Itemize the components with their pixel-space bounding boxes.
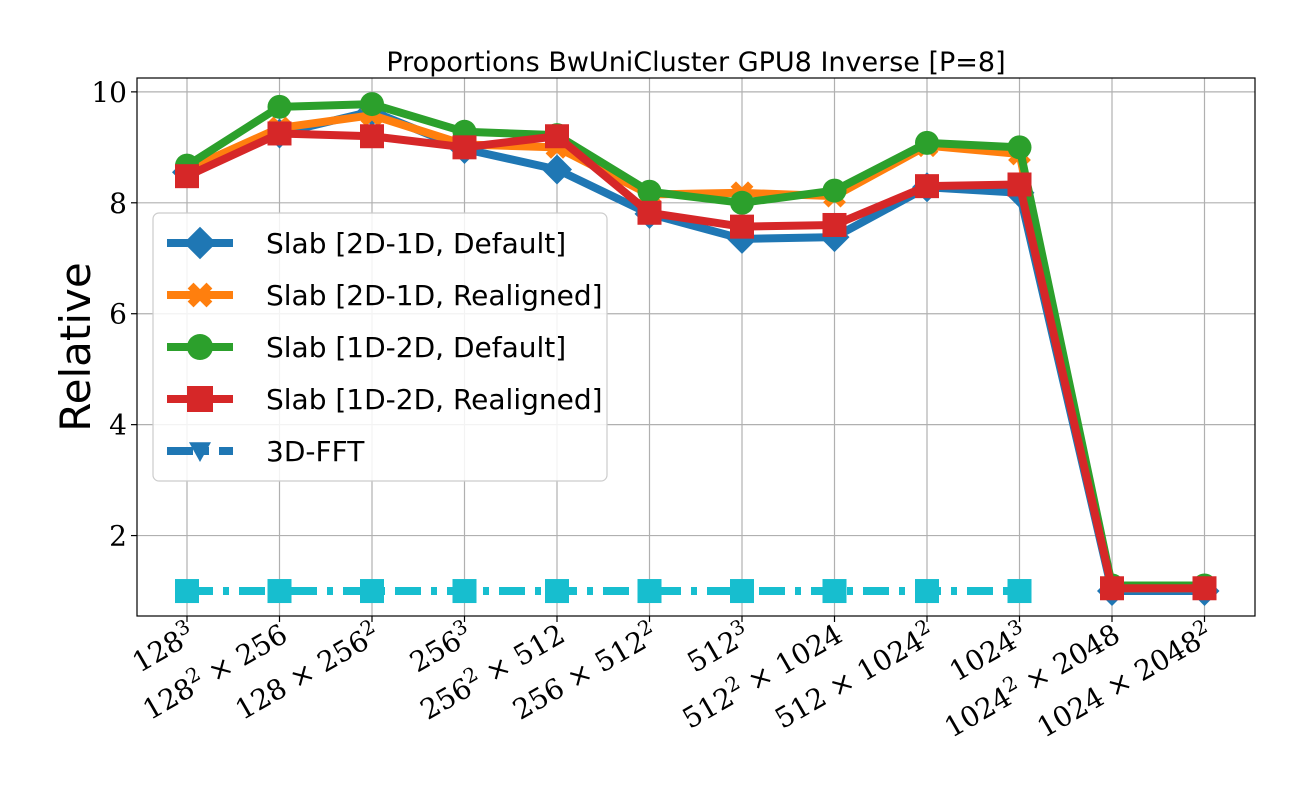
data-point: [915, 579, 939, 604]
data-point: [175, 164, 199, 189]
legend-entry: Slab [2D-1D, Default]: [167, 226, 566, 260]
y-tick-label: 4: [109, 409, 127, 442]
data-point: [545, 579, 569, 604]
data-point: [267, 121, 292, 146]
data-point: [822, 579, 847, 604]
legend: Slab [2D-1D, Default] Slab [2D-1D, Realig…: [152, 212, 608, 482]
series-layer: [172, 92, 1220, 607]
data-point: [822, 212, 847, 237]
data-point: [175, 579, 199, 604]
chart-title: Proportions BwUniCluster GPU8 Inverse [P…: [386, 47, 1005, 78]
legend-marker: [187, 282, 213, 308]
y-axis-label: Relative: [51, 262, 100, 431]
data-point: [267, 579, 292, 604]
y-tick-label: 2: [109, 520, 127, 553]
data-point: [915, 174, 939, 199]
data-point: [452, 579, 477, 604]
data-point: [267, 94, 292, 119]
data-point: [1007, 172, 1032, 197]
legend-marker: [183, 226, 217, 260]
legend-entry: Slab [2D-1D, Realigned]: [167, 279, 603, 312]
y-tick-label: 6: [109, 298, 127, 331]
legend-entry: Slab [1D-2D, Realigned]: [167, 383, 603, 416]
legend-entry: Slab [1D-2D, Default]: [167, 331, 566, 364]
data-point: [542, 154, 572, 185]
series-line: [184, 100, 1205, 590]
legend-label: Slab [2D-1D, Realigned]: [266, 279, 603, 312]
data-point: [915, 130, 939, 155]
data-point: [1100, 576, 1124, 601]
data-point: [1007, 579, 1032, 604]
data-point: [545, 124, 569, 149]
data-point: [360, 92, 384, 117]
legend-marker: [187, 386, 213, 412]
data-point: [822, 178, 847, 203]
data-point: [637, 579, 662, 604]
y-tick-label: 10: [91, 76, 127, 109]
grid: [137, 78, 1255, 616]
legend-label: Slab [1D-2D, Default]: [266, 331, 566, 364]
legend-label: Slab [1D-2D, Realigned]: [266, 383, 603, 416]
legend-entry: 3D-FFT: [167, 435, 365, 468]
data-point: [637, 200, 662, 225]
legend-label: Slab [2D-1D, Default]: [266, 227, 566, 260]
series-reference-5: [175, 579, 1032, 604]
data-point: [1192, 576, 1217, 601]
data-point: [1007, 135, 1032, 160]
data-point: [360, 124, 384, 149]
y-tick-label: 8: [109, 187, 127, 220]
series-line: [185, 129, 1205, 593]
data-point: [730, 190, 754, 215]
data-point: [730, 579, 754, 604]
legend-box: [152, 212, 608, 482]
plot-frame: [136, 77, 1256, 617]
data-point: [730, 214, 754, 239]
data-point: [360, 579, 384, 604]
legend-label: 3D-FFT: [266, 435, 365, 468]
data-point: [452, 135, 477, 160]
series-slab-1d-2d-realigned: [175, 121, 1217, 601]
data-point: [637, 179, 662, 204]
legend-marker: [187, 334, 213, 360]
legend-marker: [189, 442, 211, 462]
